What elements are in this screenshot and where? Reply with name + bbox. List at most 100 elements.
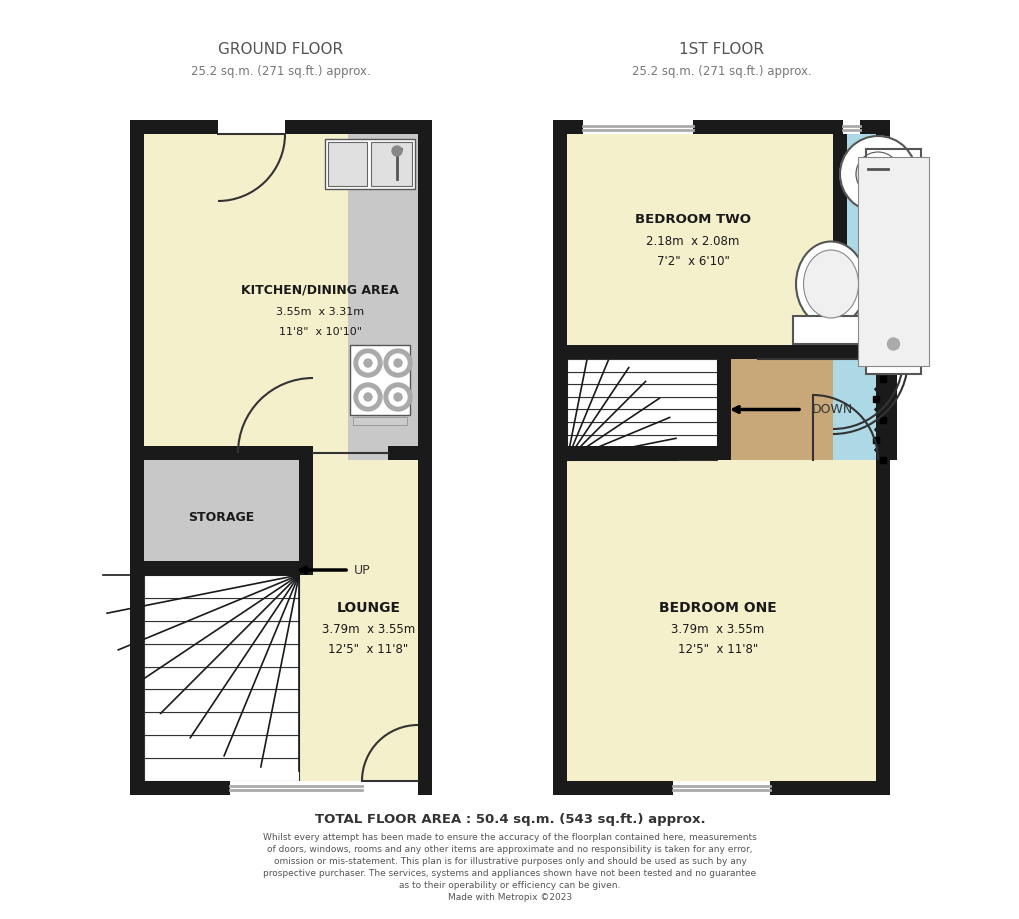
- Bar: [567, 410, 716, 422]
- Circle shape: [364, 359, 372, 367]
- Bar: [371, 142, 412, 186]
- Bar: [144, 460, 299, 575]
- Text: UP: UP: [354, 563, 370, 576]
- Bar: [218, 120, 284, 134]
- Text: 2.18m  x 2.08m: 2.18m x 2.08m: [646, 235, 739, 248]
- Bar: [362, 781, 418, 795]
- Bar: [144, 134, 418, 781]
- Bar: [350, 345, 410, 415]
- Text: omission or mis-statement. This plan is for illustrative purposes only and shoul: omission or mis-statement. This plan is …: [273, 857, 746, 866]
- Text: Whilst every attempt has been made to ensure the accuracy of the floorplan conta: Whilst every attempt has been made to en…: [263, 833, 756, 842]
- Bar: [144, 643, 299, 666]
- Text: prospective purchaser. The services, systems and appliances shown have not been : prospective purchaser. The services, sys…: [263, 868, 756, 878]
- Text: 12'5"  x 11'8": 12'5" x 11'8": [678, 643, 757, 656]
- Circle shape: [354, 383, 382, 411]
- Text: as to their operability or efficiency can be given.: as to their operability or efficiency ca…: [398, 880, 621, 890]
- Text: 3.79m  x 3.55m: 3.79m x 3.55m: [322, 623, 415, 636]
- Ellipse shape: [795, 242, 865, 326]
- Bar: [144, 575, 299, 598]
- Bar: [583, 120, 692, 134]
- Text: 1ST FLOOR: 1ST FLOOR: [679, 41, 763, 56]
- Bar: [552, 345, 833, 359]
- Bar: [567, 460, 875, 781]
- Circle shape: [383, 349, 412, 377]
- Bar: [347, 134, 418, 460]
- Bar: [325, 139, 415, 189]
- Bar: [567, 384, 716, 397]
- Bar: [144, 666, 299, 689]
- Bar: [129, 120, 144, 795]
- Bar: [716, 359, 731, 460]
- Circle shape: [359, 388, 377, 406]
- Bar: [567, 134, 833, 359]
- Circle shape: [393, 359, 401, 367]
- Bar: [552, 120, 567, 795]
- Bar: [842, 120, 859, 134]
- Bar: [129, 561, 313, 575]
- Text: of doors, windows, rooms and any other items are approximate and no responsibili: of doors, windows, rooms and any other i…: [267, 845, 752, 854]
- Text: 25.2 sq.m. (271 sq.ft.) approx.: 25.2 sq.m. (271 sq.ft.) approx.: [191, 64, 371, 77]
- Bar: [129, 781, 432, 795]
- Bar: [833, 359, 875, 460]
- Text: 7'2"  x 6'10": 7'2" x 6'10": [656, 255, 729, 268]
- Circle shape: [364, 393, 372, 401]
- Bar: [865, 149, 920, 374]
- Bar: [144, 712, 299, 735]
- Bar: [882, 359, 896, 460]
- Bar: [129, 446, 313, 460]
- Bar: [144, 735, 299, 758]
- Text: 25.2 sq.m. (271 sq.ft.) approx.: 25.2 sq.m. (271 sq.ft.) approx.: [631, 64, 810, 77]
- Bar: [833, 345, 890, 359]
- Bar: [875, 359, 882, 460]
- Text: 11'8"  x 10'10": 11'8" x 10'10": [278, 327, 362, 337]
- Circle shape: [359, 354, 377, 372]
- Bar: [792, 316, 868, 344]
- Bar: [552, 781, 890, 795]
- Bar: [567, 397, 716, 410]
- Bar: [353, 417, 407, 425]
- Circle shape: [383, 383, 412, 411]
- Bar: [673, 781, 769, 795]
- Text: DOWN: DOWN: [811, 403, 853, 416]
- Bar: [567, 359, 716, 371]
- Text: TOTAL FLOOR AREA : 50.4 sq.m. (543 sq.ft.) approx.: TOTAL FLOOR AREA : 50.4 sq.m. (543 sq.ft…: [315, 812, 704, 825]
- Bar: [567, 448, 716, 460]
- Bar: [299, 446, 313, 575]
- Bar: [144, 620, 299, 643]
- Bar: [144, 758, 299, 781]
- Bar: [418, 120, 432, 795]
- Ellipse shape: [803, 250, 858, 318]
- Circle shape: [388, 354, 407, 372]
- Text: Made with Metropix ©2023: Made with Metropix ©2023: [447, 892, 572, 902]
- Bar: [328, 142, 367, 186]
- Bar: [144, 689, 299, 712]
- Bar: [229, 781, 362, 795]
- Bar: [552, 446, 716, 460]
- Text: KITCHEN/DINING AREA: KITCHEN/DINING AREA: [242, 283, 398, 297]
- Bar: [567, 359, 716, 460]
- Bar: [567, 422, 716, 435]
- Circle shape: [393, 393, 401, 401]
- Text: STORAGE: STORAGE: [189, 511, 255, 524]
- Circle shape: [354, 349, 382, 377]
- Bar: [833, 120, 846, 359]
- Circle shape: [840, 136, 915, 212]
- Circle shape: [887, 338, 899, 350]
- Text: 12'5"  x 11'8": 12'5" x 11'8": [328, 643, 409, 656]
- Circle shape: [855, 152, 899, 196]
- Text: LOUNGE: LOUNGE: [336, 600, 400, 615]
- Bar: [567, 435, 716, 448]
- Circle shape: [391, 146, 401, 156]
- Text: BEDROOM ONE: BEDROOM ONE: [658, 600, 776, 615]
- Bar: [552, 120, 890, 134]
- Text: 3.79m  x 3.55m: 3.79m x 3.55m: [671, 623, 764, 636]
- Text: 3.55m  x 3.31m: 3.55m x 3.31m: [276, 307, 364, 317]
- Bar: [387, 446, 418, 460]
- Bar: [833, 134, 875, 359]
- Bar: [875, 120, 890, 795]
- Bar: [857, 157, 928, 366]
- Bar: [144, 598, 299, 620]
- Bar: [875, 446, 882, 460]
- Bar: [716, 359, 833, 460]
- Bar: [129, 120, 432, 134]
